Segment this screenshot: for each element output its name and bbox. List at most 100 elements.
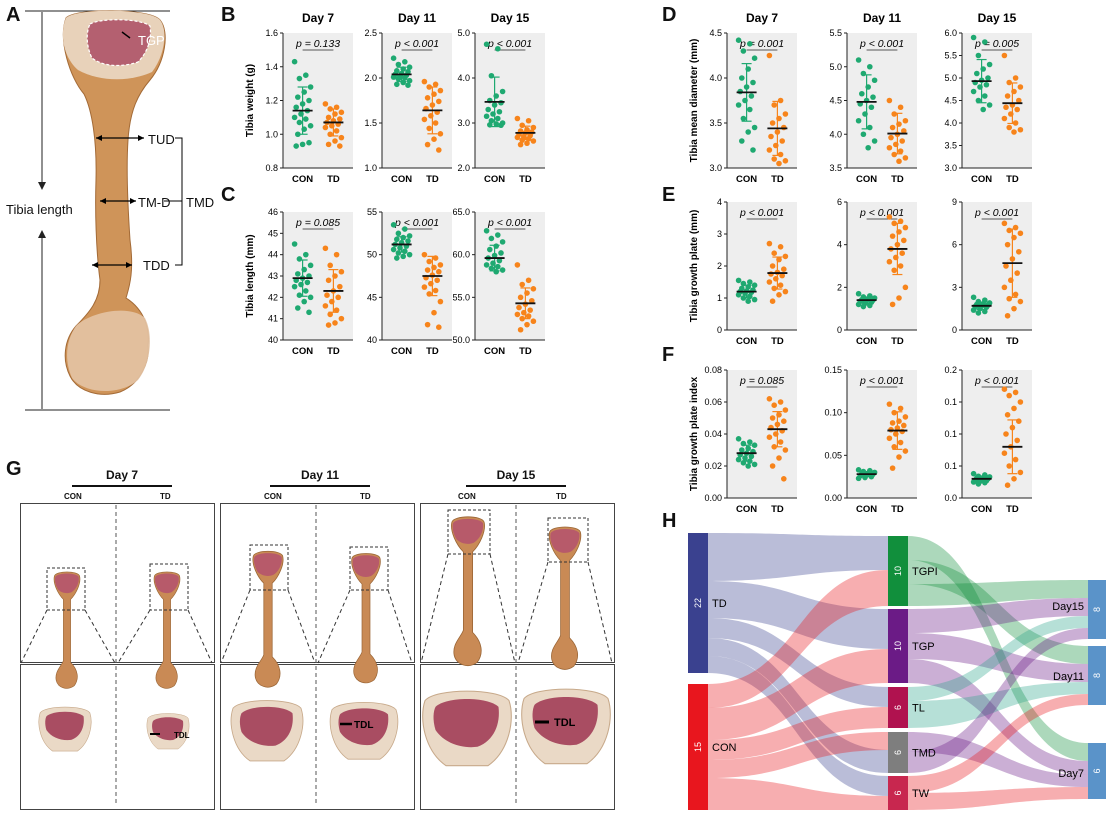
chart-e-11: 0 3 6 9 p < 0.001 CON TD [952, 197, 1032, 347]
data-point [325, 322, 332, 328]
data-point [781, 418, 787, 425]
data-point [889, 465, 896, 471]
data-point [855, 57, 862, 63]
x-tick-label: CON [856, 504, 877, 515]
chart-title: Day 11 [398, 11, 436, 25]
data-point [296, 119, 303, 126]
g-day15-con-zoom [422, 690, 512, 767]
data-point [1012, 291, 1019, 298]
panel-label-f: F [662, 344, 675, 366]
data-point [781, 476, 787, 482]
data-point [768, 133, 774, 140]
p-value-label: p = 0.085 [295, 217, 340, 229]
data-point [322, 245, 329, 252]
g-day15-tdl: TDL [554, 717, 576, 729]
data-point [739, 447, 745, 453]
data-point [897, 218, 904, 224]
y-tick-label: 2 [717, 261, 722, 271]
data-point [406, 251, 413, 258]
data-point [303, 72, 309, 78]
g-day11-title: Day 11 [300, 468, 340, 482]
label-tud: TUD [148, 132, 175, 147]
data-point [306, 309, 312, 316]
data-point [307, 84, 314, 90]
data-point [406, 77, 413, 84]
data-point [891, 409, 897, 416]
data-point [498, 122, 504, 129]
y-axis-label: Tibia length (mm) [245, 234, 256, 317]
panel-g-bone-images: TDL TDL TDL [20, 505, 613, 805]
data-point [307, 294, 314, 301]
y-tick-label: 4.0 [457, 73, 470, 83]
data-point [296, 256, 303, 262]
data-point [769, 463, 776, 469]
x-tick-label: TD [519, 174, 532, 185]
x-tick-label: TD [891, 174, 904, 185]
data-point [747, 41, 753, 47]
data-point [431, 136, 437, 142]
x-tick-label: TD [1006, 336, 1019, 347]
sankey-flow-left [708, 533, 888, 581]
sankey-flow-left [708, 656, 888, 796]
y-tick-label: 3.0 [944, 163, 957, 173]
chart-f-13: 0.00 0.05 0.10 0.15 p < 0.001 CON TD [824, 365, 917, 515]
data-point [519, 122, 525, 129]
y-tick-label: 0.8 [265, 163, 278, 173]
data-point [495, 45, 501, 52]
data-point [325, 114, 332, 121]
y-axis-label: Tibia growth plate (mm) [689, 210, 700, 323]
data-point [768, 271, 774, 277]
data-point [436, 324, 442, 331]
sankey-node-value: 15 [693, 742, 703, 752]
y-tick-label: 0.05 [824, 450, 842, 460]
data-point [432, 287, 439, 294]
chart-f-14: 0.0 0.1 0.1 0.1 0.2 p < 0.001 CON TD [944, 365, 1032, 515]
x-tick-label: TD [327, 174, 340, 185]
data-point [982, 308, 988, 315]
g-day15-title: Day 15 [496, 468, 536, 482]
data-point [777, 439, 784, 445]
data-point [431, 309, 437, 316]
data-point [986, 102, 993, 108]
data-point [891, 111, 897, 117]
data-point [495, 232, 501, 238]
data-point [1011, 129, 1017, 135]
data-point [886, 435, 893, 442]
data-point [766, 279, 773, 285]
x-tick-label: CON [292, 346, 313, 357]
sankey-flow-left [708, 638, 888, 773]
data-point [1012, 75, 1019, 81]
data-point [777, 399, 784, 405]
data-point [776, 455, 782, 461]
data-point [488, 235, 495, 242]
data-point [867, 302, 873, 309]
data-point [436, 268, 442, 275]
arrow-head-down [38, 182, 46, 190]
data-point [771, 402, 777, 409]
panel-label-c: C [221, 184, 236, 206]
data-point [751, 296, 758, 303]
data-point [897, 405, 904, 412]
data-point [983, 81, 990, 88]
data-point [1012, 456, 1019, 463]
data-point [766, 240, 773, 247]
data-point [766, 396, 773, 402]
data-point [889, 233, 896, 239]
data-point [739, 138, 745, 144]
data-point [333, 251, 340, 258]
y-tick-label: 1.2 [265, 96, 278, 106]
data-point [747, 106, 753, 113]
x-tick-label: TD [771, 174, 784, 185]
data-point [424, 267, 431, 273]
chart-c-5: 50.0 55.0 60.0 65.0 p < 0.001 CON TD [452, 207, 545, 357]
data-point [739, 75, 745, 81]
sankey-node-value: 6 [893, 750, 903, 755]
x-tick-label: TD [1006, 504, 1019, 515]
data-point [337, 116, 343, 122]
data-point [333, 128, 340, 134]
data-point [889, 301, 896, 308]
data-point [295, 271, 301, 277]
data-point [1017, 84, 1024, 90]
data-point [889, 420, 896, 426]
data-point [530, 124, 537, 131]
